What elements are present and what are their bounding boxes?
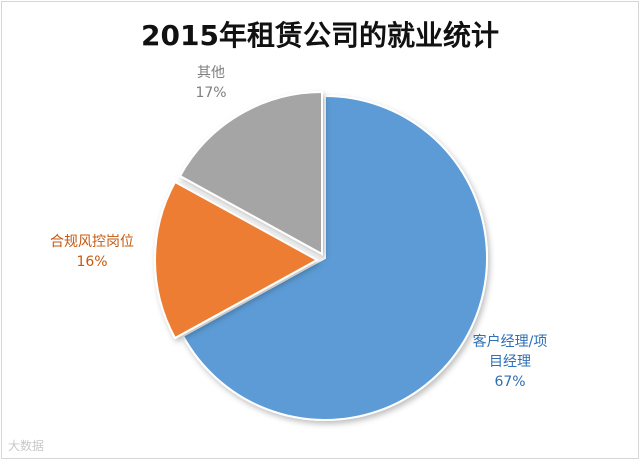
- slice-name-0: 客户经理/项: [473, 333, 548, 350]
- pie-slice-0: [181, 94, 488, 421]
- slice-value-1: 16%: [76, 254, 107, 270]
- slice-label-2: 其他 17%: [195, 65, 226, 101]
- slice-name-1: 合规风控岗位: [50, 234, 134, 250]
- slice-value-2: 17%: [195, 85, 226, 101]
- chart-title: 2015年租赁公司的就业统计: [141, 19, 499, 52]
- slice-value-0: 67%: [494, 374, 525, 390]
- slice-label-0: 客户经理/项目经理 67%: [473, 333, 548, 390]
- slice-name-2: 其他: [197, 65, 225, 81]
- pie-slice-1: [154, 180, 320, 340]
- watermark: 大数据: [8, 439, 45, 453]
- slice-label-1: 合规风控岗位 16%: [50, 234, 134, 270]
- slice-name-0: 目经理: [489, 354, 531, 370]
- pie-slice-2: [178, 90, 323, 256]
